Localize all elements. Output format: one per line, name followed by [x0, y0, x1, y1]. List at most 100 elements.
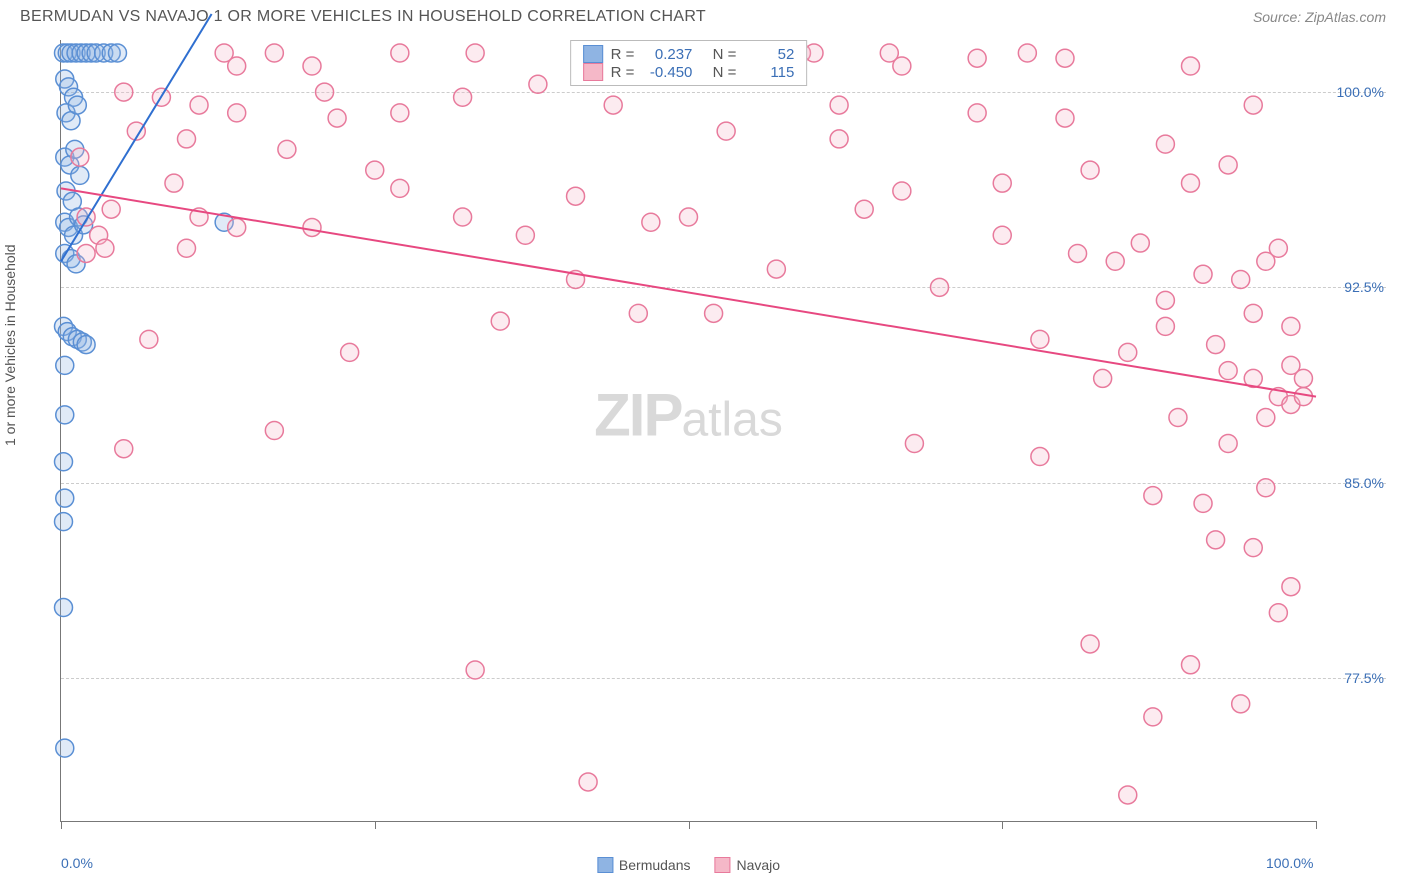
stats-n-navajo: 115	[744, 64, 794, 81]
scatter-point	[1031, 448, 1049, 466]
scatter-point	[68, 96, 86, 114]
scatter-point	[454, 208, 472, 226]
scatter-point	[1094, 369, 1112, 387]
scatter-point	[993, 174, 1011, 192]
scatter-point	[767, 260, 785, 278]
scatter-point	[1119, 786, 1137, 804]
scatter-point	[1282, 578, 1300, 596]
scatter-point	[391, 179, 409, 197]
scatter-point	[1069, 244, 1087, 262]
chart-container: 1 or more Vehicles in Household ZIPatlas…	[20, 40, 1386, 852]
scatter-point	[1257, 408, 1275, 426]
scatter-point	[1156, 135, 1174, 153]
x-tick-label: 100.0%	[1266, 855, 1313, 871]
stats-n-label: N =	[713, 64, 737, 81]
x-tick	[1002, 821, 1003, 829]
scatter-point	[366, 161, 384, 179]
scatter-point	[1056, 109, 1074, 127]
scatter-point	[1106, 252, 1124, 270]
scatter-point	[1031, 330, 1049, 348]
scatter-point	[1182, 656, 1200, 674]
scatter-point	[893, 182, 911, 200]
scatter-point	[165, 174, 183, 192]
scatter-point	[1081, 161, 1099, 179]
scatter-point	[830, 130, 848, 148]
scatter-point	[303, 218, 321, 236]
scatter-point	[466, 44, 484, 62]
scatter-point	[717, 122, 735, 140]
scatter-point	[830, 96, 848, 114]
scatter-point	[855, 200, 873, 218]
scatter-point	[265, 44, 283, 62]
legend-swatch	[597, 857, 613, 873]
chart-source: Source: ZipAtlas.com	[1253, 9, 1386, 25]
scatter-point	[328, 109, 346, 127]
scatter-point	[56, 739, 74, 757]
stats-row-bermudans: R = 0.237 N = 52	[583, 45, 795, 63]
scatter-point	[993, 226, 1011, 244]
scatter-point	[1219, 435, 1237, 453]
legend-label: Navajo	[737, 857, 781, 873]
scatter-point	[1232, 271, 1250, 289]
scatter-point	[71, 166, 89, 184]
scatter-point	[680, 208, 698, 226]
scatter-point	[228, 57, 246, 75]
y-tick-label: 77.5%	[1344, 670, 1384, 686]
scatter-point	[102, 200, 120, 218]
y-tick-label: 100.0%	[1337, 84, 1384, 100]
scatter-point	[1194, 494, 1212, 512]
scatter-point	[228, 104, 246, 122]
stats-r-label: R =	[611, 46, 635, 63]
scatter-point	[1207, 336, 1225, 354]
scatter-point	[629, 304, 647, 322]
legend-item: Navajo	[715, 857, 781, 873]
stats-legend-box: R = 0.237 N = 52 R = -0.450 N = 115	[570, 40, 808, 86]
scatter-point	[1119, 343, 1137, 361]
scatter-point	[1269, 239, 1287, 257]
scatter-point	[391, 104, 409, 122]
scatter-point	[96, 239, 114, 257]
scatter-point	[968, 104, 986, 122]
scatter-point	[1182, 174, 1200, 192]
scatter-point	[178, 130, 196, 148]
scatter-point	[1294, 369, 1312, 387]
x-tick-label: 0.0%	[61, 855, 93, 871]
scatter-point	[529, 75, 547, 93]
scatter-point	[1244, 96, 1262, 114]
x-tick	[1316, 821, 1317, 829]
x-tick	[61, 821, 62, 829]
stats-swatch-navajo	[583, 63, 603, 81]
scatter-point	[1269, 604, 1287, 622]
scatter-point	[466, 661, 484, 679]
scatter-point	[56, 356, 74, 374]
scatter-point	[1169, 408, 1187, 426]
scatter-point	[1182, 57, 1200, 75]
scatter-point	[1282, 317, 1300, 335]
scatter-point	[56, 489, 74, 507]
scatter-point	[705, 304, 723, 322]
scatter-point	[77, 244, 95, 262]
scatter-point	[893, 57, 911, 75]
stats-r-label: R =	[611, 64, 635, 81]
scatter-point	[1219, 362, 1237, 380]
scatter-point	[454, 88, 472, 106]
scatter-point	[931, 278, 949, 296]
scatter-point	[805, 44, 823, 62]
scatter-point	[1219, 156, 1237, 174]
scatter-point	[1194, 265, 1212, 283]
scatter-point	[55, 599, 73, 617]
scatter-point	[303, 57, 321, 75]
scatter-point	[1018, 44, 1036, 62]
scatter-point	[71, 148, 89, 166]
scatter-point	[1244, 539, 1262, 557]
scatter-point	[178, 239, 196, 257]
scatter-point	[1131, 234, 1149, 252]
scatter-point	[579, 773, 597, 791]
y-tick-label: 85.0%	[1344, 475, 1384, 491]
scatter-point	[278, 140, 296, 158]
scatter-point	[905, 435, 923, 453]
legend-item: Bermudans	[597, 857, 691, 873]
scatter-point	[1156, 317, 1174, 335]
scatter-point	[1294, 388, 1312, 406]
stats-n-label: N =	[713, 46, 737, 63]
